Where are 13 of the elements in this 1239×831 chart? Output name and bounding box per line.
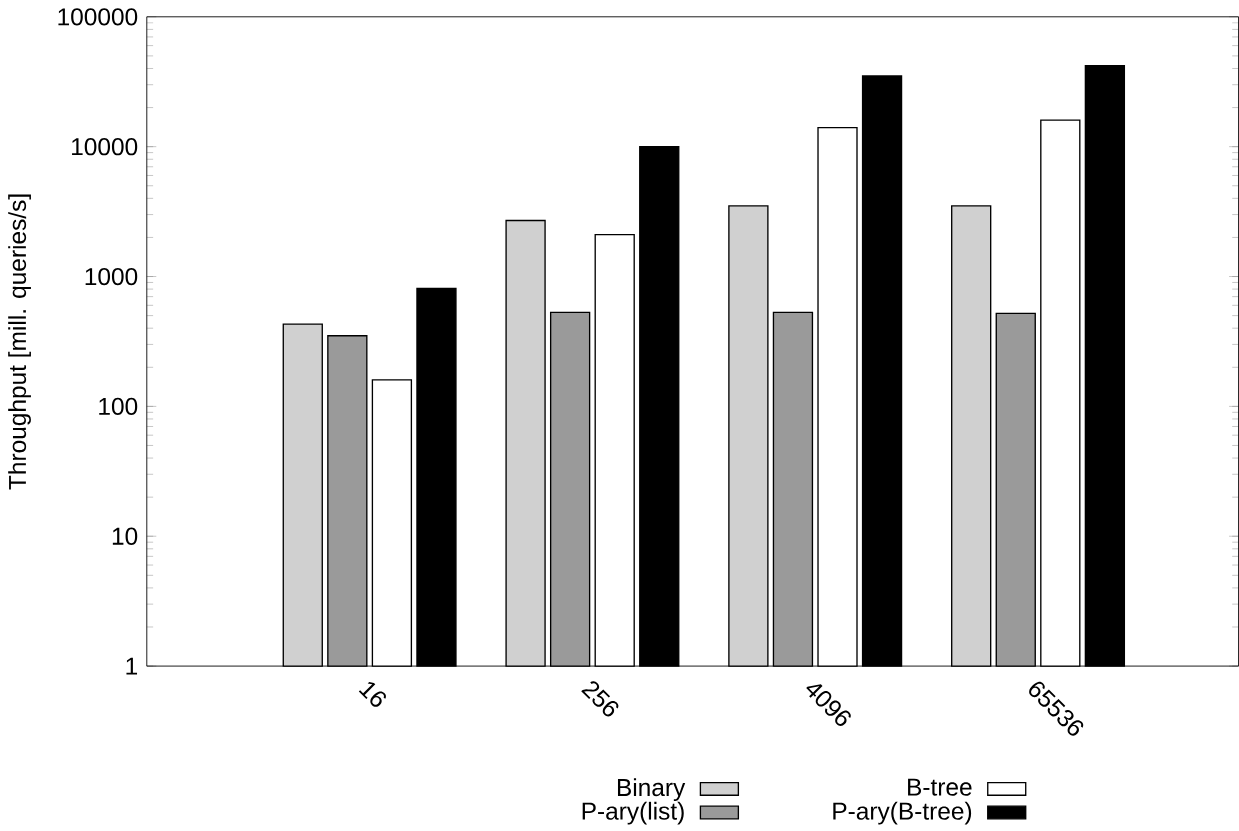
y-tick-label: 100000 <box>58 8 138 26</box>
y-tick-label: 10 <box>112 527 138 545</box>
legend-label: P-ary(list) <box>582 801 684 825</box>
y-tick-label: 100 <box>99 397 138 416</box>
legend-label: B-tree <box>908 778 972 796</box>
y-tick-label: 1000 <box>85 267 138 286</box>
legend-label: Binary <box>617 778 686 801</box>
y-tick-label: 10000 <box>72 138 138 156</box>
x-tick-label: 16 <box>358 681 386 707</box>
y-axis-title: Throughput [mill. queries/s] <box>8 194 31 490</box>
y-tick-label: 1 <box>126 657 138 675</box>
legend-label: P-ary(B-tree) <box>833 801 972 825</box>
x-tick-label: 256 <box>581 681 619 717</box>
